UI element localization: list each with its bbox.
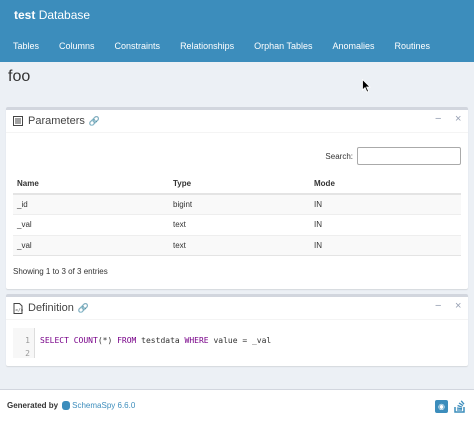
definition-title: Definition [28, 302, 74, 314]
param-mode: IN [310, 234, 461, 256]
sql-line: SELECT COUNT(*) FROM testdata WHERE valu… [40, 336, 272, 345]
schemaspy-logo[interactable]: SchemaSpy 6.6.0 [62, 401, 135, 410]
page-title: foo [8, 68, 31, 85]
collapse-icon[interactable]: − [435, 300, 442, 312]
link-icon[interactable]: 🔗 [77, 302, 90, 313]
table-list-icon [13, 116, 23, 126]
brand-suffix[interactable]: Database [38, 8, 91, 22]
stackoverflow-icon[interactable] [453, 399, 467, 413]
link-icon[interactable]: 🔗 [88, 115, 101, 126]
parameters-table: Name Type Mode _id bigint IN _val text I… [13, 173, 461, 256]
search-input[interactable] [357, 147, 461, 165]
generated-by: Generated by SchemaSpy 6.6.0 [7, 401, 135, 410]
param-mode: IN [310, 193, 461, 215]
line-gutter: 1 2 [13, 328, 35, 358]
collapse-icon[interactable]: − [435, 113, 442, 125]
nav-columns[interactable]: Columns [59, 41, 95, 51]
table-row: _id bigint IN [13, 193, 461, 215]
close-icon[interactable]: × [455, 113, 462, 125]
nav-anomalies[interactable]: Anomalies [332, 41, 375, 51]
definition-header: </> Definition 🔗 − × [6, 297, 468, 320]
definition-panel: </> Definition 🔗 − × 1 2 SELECT COUNT(*)… [6, 294, 468, 366]
code-file-icon: </> [13, 302, 23, 314]
param-type: text [169, 214, 310, 235]
main-nav: Tables Columns Constraints Relationships… [0, 30, 474, 62]
param-name: _id [13, 193, 169, 215]
github-icon[interactable]: ◉ [435, 400, 448, 413]
param-mode: IN [310, 214, 461, 235]
generated-by-label: Generated by [7, 401, 59, 410]
table-info: Showing 1 to 3 of 3 entries [13, 267, 108, 276]
parameters-title: Parameters [28, 115, 85, 127]
param-name: _val [13, 234, 169, 256]
param-type: bigint [169, 193, 310, 215]
code-editor[interactable]: 1 2 SELECT COUNT(*) FROM testdata WHERE … [13, 328, 461, 358]
nav-tables[interactable]: Tables [13, 41, 40, 51]
column-header-name[interactable]: Name [13, 173, 169, 195]
param-name: _val [13, 214, 169, 235]
parameters-panel: Parameters 🔗 − × Search: Name Type Mode … [6, 107, 468, 289]
mouse-cursor [362, 79, 371, 93]
nav-constraints[interactable]: Constraints [114, 41, 161, 51]
table-row: _val text IN [13, 214, 461, 235]
table-header-row: Name Type Mode [13, 173, 461, 195]
search-row: Search: [325, 147, 461, 165]
line-number: 1 [25, 336, 30, 345]
column-header-type[interactable]: Type [169, 173, 310, 195]
line-number: 2 [25, 349, 30, 358]
nav-routines[interactable]: Routines [394, 41, 431, 51]
parameters-header: Parameters 🔗 − × [6, 110, 468, 133]
column-header-mode[interactable]: Mode [310, 173, 461, 195]
top-header: test Database Tables Columns Constraints… [0, 0, 474, 62]
close-icon[interactable]: × [455, 300, 462, 312]
param-type: text [169, 234, 310, 256]
nav-relationships[interactable]: Relationships [180, 41, 235, 51]
schemaspy-name[interactable]: SchemaSpy 6.6.0 [72, 401, 136, 410]
nav-orphan-tables[interactable]: Orphan Tables [254, 41, 313, 51]
search-label: Search: [325, 151, 353, 161]
svg-text:</>: </> [15, 307, 23, 313]
brand[interactable]: test Database [0, 0, 474, 30]
footer: Generated by SchemaSpy 6.6.0 ◉ [0, 389, 474, 421]
table-row: _val text IN [13, 234, 461, 256]
brand-db-name[interactable]: test [14, 8, 36, 22]
